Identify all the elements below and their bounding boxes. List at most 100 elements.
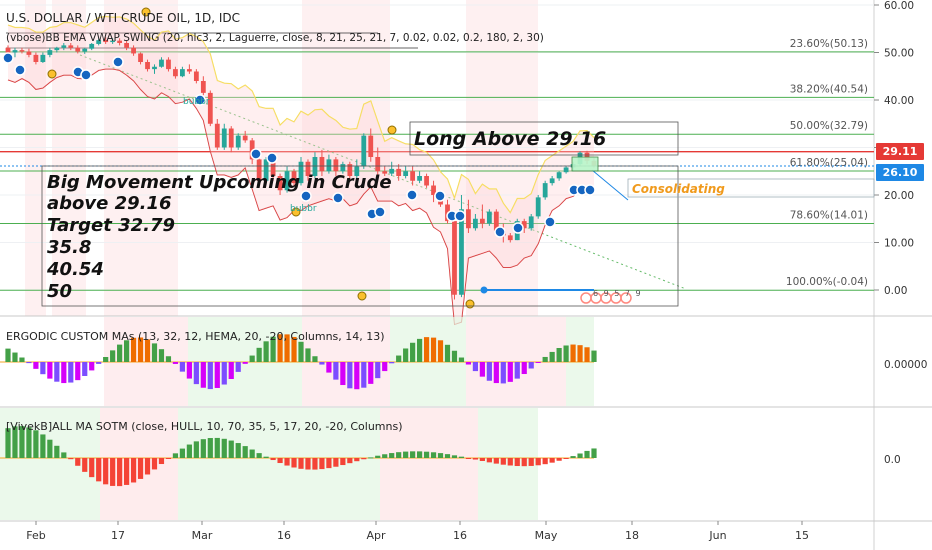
- candle-body-72: [507, 235, 513, 241]
- candle-body-77: [542, 183, 548, 198]
- swing-marker-3: [80, 69, 92, 81]
- candle-body-5: [40, 54, 46, 62]
- pane3-bar-28: [200, 439, 206, 458]
- candle-body-7: [54, 47, 60, 51]
- candle-body-53: [375, 157, 381, 172]
- swing-flag-4: [387, 125, 397, 135]
- candle-body-57: [403, 171, 409, 176]
- candle-body-38: [270, 159, 276, 176]
- candle-body-64: [452, 221, 457, 295]
- pane2-bar-72: [507, 362, 513, 382]
- candle-body-28: [200, 81, 206, 93]
- big-movement-box[interactable]: [41, 165, 679, 307]
- pane3-bar-40: [284, 458, 290, 466]
- long-above-box[interactable]: [409, 121, 679, 156]
- candle-body-23: [166, 59, 171, 70]
- pane2-bar-81: [570, 344, 576, 362]
- pane3-bar-42: [298, 458, 304, 469]
- candle-body-10: [75, 47, 81, 52]
- pane3-bar-78: [549, 458, 555, 463]
- candle-body-67: [473, 218, 478, 229]
- pane3-bar-4: [33, 430, 39, 458]
- consolidating-box[interactable]: [627, 178, 875, 198]
- big-text-line-3: Target 32.79: [47, 215, 175, 236]
- pane2-bar-9: [68, 362, 74, 383]
- pane3-bar-12: [89, 458, 95, 478]
- bubble-label-1: bubbr: [183, 97, 210, 107]
- swing-marker-5: [194, 94, 206, 106]
- pane2-bar-18: [130, 337, 137, 362]
- pane3-bar-48: [340, 458, 346, 466]
- candle-body-50: [354, 166, 360, 176]
- grid: [0, 4, 874, 291]
- pane2-bar-26: [186, 362, 192, 379]
- pane3-bar-19: [137, 458, 144, 479]
- pane3-bar-58: [410, 451, 416, 458]
- fib-label-2: 50.00%(32.79): [790, 120, 868, 132]
- pane3-bar-0: [5, 428, 11, 458]
- swing-markers: [2, 7, 632, 309]
- pane3-bar-53: [375, 455, 381, 458]
- swing-flag-5: [357, 291, 367, 301]
- pane3-bar-59: [416, 451, 423, 458]
- pane2-bar-67: [472, 362, 479, 372]
- pane2-bar-25: [179, 362, 186, 372]
- sotm-oscillator: [0, 408, 597, 520]
- candle-body-43: [305, 161, 311, 176]
- candle-body-74: [521, 221, 527, 229]
- swing-marker-1: [14, 64, 26, 76]
- pane3-bar-68: [479, 458, 485, 461]
- pane2-bar-58: [410, 342, 416, 362]
- pane3-bar-24: [172, 453, 179, 458]
- pane3-bar-56: [396, 452, 402, 458]
- pane2-bar-40: [284, 334, 290, 362]
- candle-body-1: [12, 50, 18, 53]
- trend-line: [79, 54, 687, 290]
- swing-marker-11: [374, 206, 386, 218]
- pane3-bar-26: [186, 444, 192, 458]
- time-tick-label-7: 18: [625, 529, 639, 542]
- pane2-bar-27: [193, 362, 199, 385]
- pane2-bar-77: [542, 356, 548, 362]
- pane2-bar-50: [354, 362, 360, 390]
- pane2-bar-73: [514, 362, 520, 379]
- pane2-bar-74: [521, 362, 527, 375]
- candle-body-41: [291, 171, 297, 184]
- pane3-bar-39: [277, 458, 283, 464]
- candle-body-33: [235, 135, 241, 148]
- pane2-bar-51: [361, 362, 367, 388]
- pane2-bar-61: [430, 337, 437, 362]
- pane2-bar-43: [305, 348, 311, 362]
- pane3-bar-79: [556, 458, 562, 461]
- big-text-line-4: 35.8: [47, 237, 91, 258]
- candle-body-58: [410, 171, 416, 181]
- candle-body-66: [466, 209, 471, 229]
- ergodic-oscillator: [0, 317, 597, 406]
- swing-marker-4: [112, 56, 124, 68]
- pane2-bar-17: [123, 340, 130, 362]
- pane2-bar-16: [117, 344, 123, 362]
- time-tick-label-8: Jun: [708, 529, 726, 542]
- swing-marker-12: [406, 189, 418, 201]
- pane2-bar-63: [444, 344, 451, 362]
- pane2-bar-37: [263, 341, 269, 362]
- candle-body-46: [326, 159, 332, 172]
- candle-body-69: [486, 211, 492, 224]
- pane2-bar-44: [312, 356, 318, 362]
- candle-body-42: [298, 161, 304, 184]
- pane3-bar-33: [235, 443, 241, 458]
- candle-body-11: [82, 48, 88, 52]
- candle-body-26: [186, 69, 192, 72]
- pane3-bar-22: [158, 458, 165, 465]
- pane3-bar-17: [123, 458, 130, 485]
- pane3-bar-25: [179, 448, 186, 458]
- candle-body-30: [214, 123, 220, 148]
- big-text-line-1: Big Movement Upcoming in Crude: [47, 172, 392, 193]
- pane3-bar-37: [263, 456, 269, 458]
- time-axis[interactable]: Feb 17 Mar 16 Apr 16 May 18 Jun 15: [26, 521, 809, 542]
- pane2-bar-78: [549, 351, 555, 362]
- price-tick-label-1: 50.00: [884, 48, 914, 60]
- pane3-bar-81: [570, 456, 576, 458]
